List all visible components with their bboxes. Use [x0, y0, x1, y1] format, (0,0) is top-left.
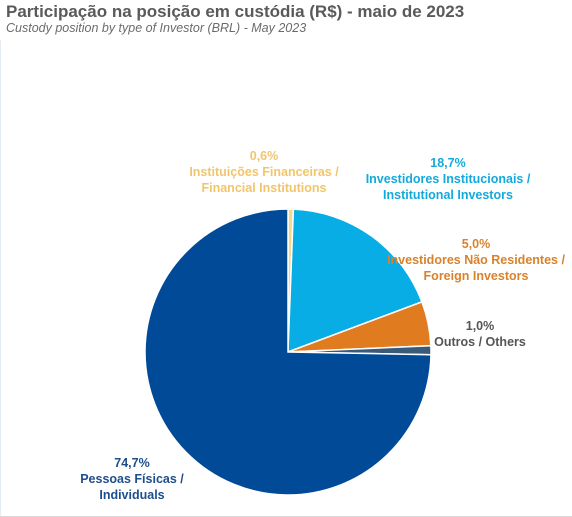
data-label-individuals: 74,7% Pessoas Físicas / Individuals: [60, 455, 204, 503]
data-label-name: Pessoas Físicas /: [80, 472, 184, 486]
pie-slice-institutional-investors: [287, 208, 423, 354]
data-label-institutional-investors: 18,7% Investidores Institucionais / Inst…: [350, 155, 546, 203]
data-label-name: Financial Institutions: [201, 181, 327, 195]
data-label-foreign-investors: 5,0% Investidores Não Residentes / Forei…: [382, 236, 570, 284]
data-label-others: 1,0% Outros / Others: [420, 318, 540, 350]
pie-slice-individuals: [144, 208, 432, 496]
data-label-name: Individuals: [99, 488, 165, 502]
data-label-value: 5,0%: [461, 237, 491, 251]
data-label-value: 0,6%: [249, 149, 279, 163]
data-label-name: Investidores Institucionais /: [365, 172, 531, 186]
data-label-value: 74,7%: [114, 456, 150, 470]
data-label-name: Outros / Others: [434, 335, 526, 349]
data-label-name: Investidores Não Residentes /: [387, 253, 565, 267]
chart-title: Participação na posição em custódia (R$)…: [6, 2, 465, 21]
data-label-financial-institutions: 0,6% Instituições Financeiras / Financia…: [160, 148, 368, 196]
left-divider: [0, 40, 1, 517]
data-label-name: Institutional Investors: [383, 188, 513, 202]
data-label-value: 18,7%: [430, 156, 466, 170]
data-label-value: 1,0%: [465, 319, 495, 333]
chart-subtitle: Custody position by type of Investor (BR…: [6, 21, 307, 35]
data-label-name: Foreign Investors: [423, 269, 529, 283]
data-label-name: Instituições Financeiras /: [189, 165, 339, 179]
